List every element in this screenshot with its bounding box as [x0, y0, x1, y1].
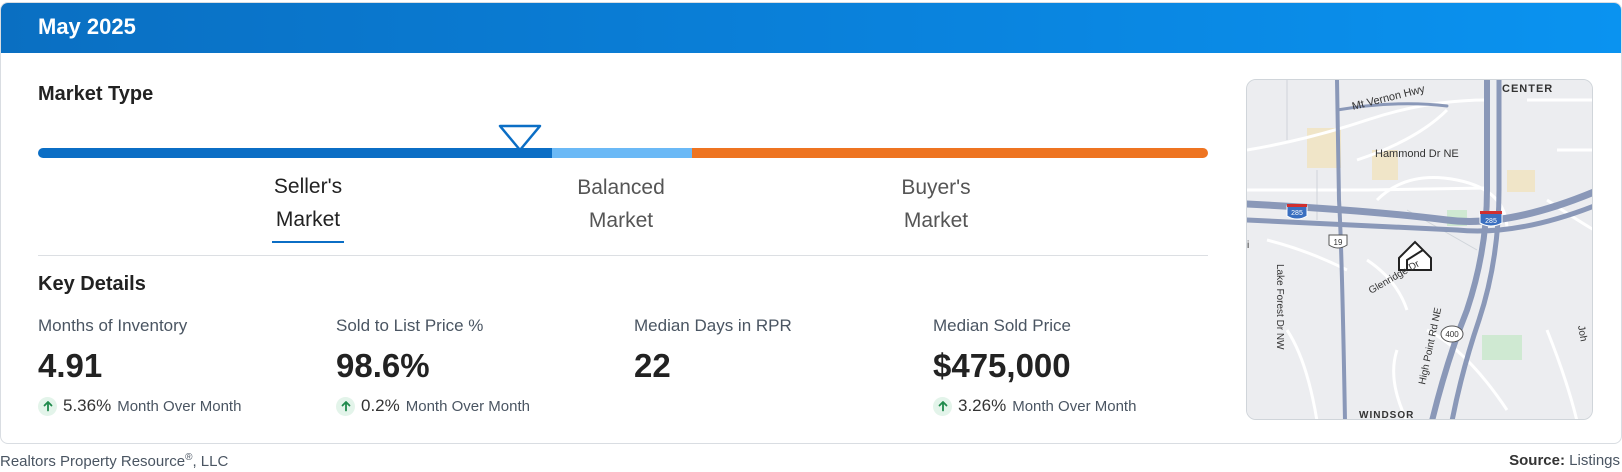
balanced-market-label[interactable]: Balanced Market — [577, 176, 665, 232]
section-divider — [38, 255, 1208, 256]
arrow-up-icon — [38, 396, 57, 416]
arrow-up-icon — [336, 396, 355, 416]
svg-text:Joh: Joh — [1575, 325, 1589, 343]
interstate-285-shield-icon: 285 — [1286, 204, 1308, 220]
ga-400-shield-icon: 400 — [1440, 325, 1464, 343]
us-19-shield-icon: 19 — [1328, 234, 1348, 249]
buyer-market-segment — [692, 148, 1208, 158]
months-of-inventory-label: Months of Inventory — [38, 316, 188, 335]
seller-market-underline — [272, 241, 344, 243]
map-graphic: 285 285 19 400 CENTER — [1247, 80, 1592, 420]
footer-company: Realtors Property Resource®, LLC — [0, 452, 229, 470]
months-of-inventory-change: 5.36% Month Over Month — [38, 396, 241, 416]
buyer-market-label[interactable]: Buyer's Market — [901, 176, 971, 232]
svg-text:19: 19 — [1334, 238, 1343, 247]
balanced-market-segment — [552, 148, 692, 158]
arrow-up-icon — [933, 396, 952, 416]
median-sold-price-label: Median Sold Price — [933, 316, 1071, 335]
seller-market-label[interactable]: Seller's Market — [273, 175, 343, 231]
market-card: May 2025 Market Type Seller's Market Bal… — [0, 2, 1622, 444]
svg-text:285: 285 — [1291, 210, 1303, 217]
svg-text:400: 400 — [1445, 330, 1459, 339]
months-of-inventory-value: 4.91 — [38, 347, 103, 384]
svg-text:Hammond Dr NE: Hammond Dr NE — [1375, 148, 1459, 160]
sold-to-list-change: 0.2% Month Over Month — [336, 396, 530, 416]
median-days-value: 22 — [634, 347, 671, 384]
footer-source: Source: Listings — [1509, 452, 1620, 469]
interstate-285-shield-icon: 285 — [1479, 211, 1503, 227]
median-sold-price-value: $475,000 — [933, 347, 1071, 384]
median-days-label: Median Days in RPR — [634, 316, 792, 335]
card-header: May 2025 — [1, 3, 1621, 53]
header-title: May 2025 — [38, 14, 136, 39]
sold-to-list-label: Sold to List Price % — [336, 316, 484, 335]
market-type-title: Market Type — [38, 83, 154, 105]
svg-text:i: i — [1247, 240, 1249, 251]
svg-text:Lake Forest Dr NW: Lake Forest Dr NW — [1274, 264, 1285, 350]
svg-text:WINDSOR: WINDSOR — [1359, 410, 1414, 420]
svg-text:CENTER: CENTER — [1502, 83, 1553, 95]
key-details-title: Key Details — [38, 273, 146, 295]
median-sold-price-change: 3.26% Month Over Month — [933, 396, 1136, 416]
sold-to-list-value: 98.6% — [336, 347, 430, 384]
svg-text:285: 285 — [1485, 218, 1497, 225]
market-indicator-icon — [498, 124, 542, 152]
seller-market-segment — [38, 148, 552, 158]
home-marker-icon — [1398, 240, 1432, 271]
location-map[interactable]: 285 285 19 400 CENTER — [1246, 79, 1593, 420]
